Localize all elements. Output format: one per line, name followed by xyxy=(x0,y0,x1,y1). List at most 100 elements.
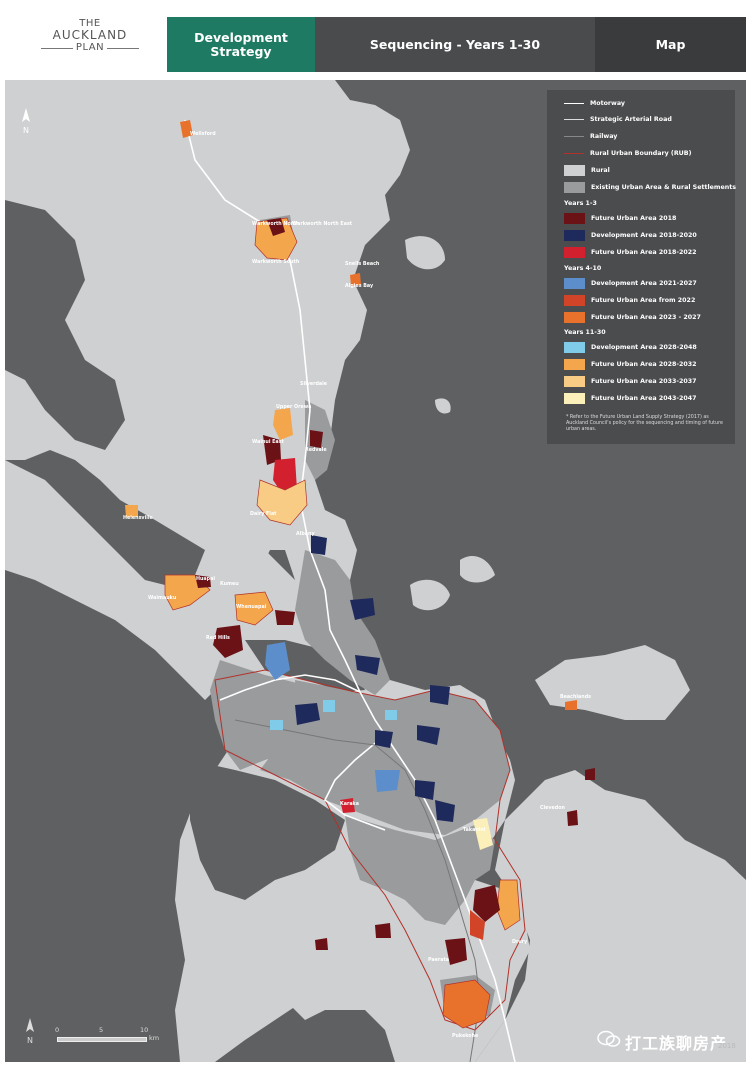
label-silverdale: Silverdale xyxy=(300,382,328,387)
island-motutapu xyxy=(460,555,495,583)
manukau-harbour xyxy=(190,760,345,900)
motorway-southwestern xyxy=(323,734,386,831)
dev-2028-2048-swatch xyxy=(564,342,585,353)
island-kawau xyxy=(405,236,445,270)
label-clevedon: Clevedon xyxy=(540,806,565,811)
motorway-northwestern xyxy=(219,674,361,701)
legend-arterial: Strategic Arterial Road xyxy=(564,113,672,126)
map-legend: Motorway Strategic Arterial Road Railway… xyxy=(547,90,736,444)
logo-line-3: PLAN xyxy=(75,42,105,53)
dev-south-1 xyxy=(415,780,435,800)
fua-2018-swatch xyxy=(564,213,585,224)
auckland-map xyxy=(5,80,746,1062)
legend-footnote: * Refer to the Future Urban Land Supply … xyxy=(566,415,723,432)
label-dairy-flat: Dairy Flat xyxy=(250,512,277,517)
fua-drury-3 xyxy=(470,910,485,940)
fua-from-2022-swatch xyxy=(564,295,585,306)
fua-clarks-beach xyxy=(315,938,328,950)
logo-rule-left xyxy=(41,48,73,49)
label-paerata: Paerata xyxy=(428,958,450,963)
legend-fua-2018-2022: Future Urban Area 2018-2022 xyxy=(564,246,697,259)
scale-tick-5: 5 xyxy=(99,1026,104,1034)
fua-wellsford xyxy=(180,120,193,138)
dev-2021-south xyxy=(375,770,400,792)
label-wainui-east: Wainui East xyxy=(252,440,284,445)
dev-central-5 xyxy=(417,725,440,745)
header: THE AUCKLAND PLAN Development Strategy S… xyxy=(0,0,756,80)
label-albany: Albany xyxy=(296,532,315,537)
dev-takapuna xyxy=(350,598,375,620)
fua-silverdale-north xyxy=(273,408,293,440)
dev-northwest xyxy=(265,642,290,680)
dev-central-4 xyxy=(375,730,393,748)
fua-clevedon-2 xyxy=(585,768,595,780)
tab-sequencing[interactable]: Sequencing - Years 1-30 xyxy=(315,17,595,72)
fua-clevedon xyxy=(567,810,578,826)
fua-redhills xyxy=(213,625,243,658)
motorway-line-swatch xyxy=(564,103,584,104)
legend-motorway: Motorway xyxy=(564,97,625,110)
fua-warkworth-north xyxy=(267,218,285,236)
north-arrow-svg: N xyxy=(22,108,30,135)
legend-dev-2028-2048: Development Area 2028-2048 xyxy=(564,341,697,354)
fua-drury-2 xyxy=(473,885,500,922)
fua-huapai xyxy=(195,575,211,588)
fua-snells xyxy=(350,273,361,286)
urban-swatch xyxy=(564,182,585,193)
label-pukekohe: Pukekohe xyxy=(452,1034,479,1039)
island-tiritiri xyxy=(435,398,451,414)
label-waimauku: Waimauku xyxy=(148,596,177,601)
label-redvale: Redvale xyxy=(305,448,327,453)
legend-section-years-1-3: Years 1-3 xyxy=(564,200,597,207)
fua-dairy-flat xyxy=(256,479,308,526)
label-wellsford: Wellsford xyxy=(190,132,216,137)
scale-bar: 0 5 10 km xyxy=(55,1026,167,1046)
fua-2018-2022-swatch xyxy=(564,247,585,258)
label-snells-beach: Snells Beach xyxy=(345,262,380,267)
north-arrow-icon: N xyxy=(16,106,36,136)
rural-land-southeast xyxy=(475,770,746,1062)
fua-paerata xyxy=(445,938,467,965)
dev-albany xyxy=(311,535,327,555)
arterial-line-swatch xyxy=(564,119,584,120)
tab-map[interactable]: Map xyxy=(595,17,746,72)
label-warkworth-north: Warkworth North xyxy=(252,222,299,227)
rural-urban-boundary xyxy=(214,669,526,1031)
fua-karaka xyxy=(340,798,355,813)
scale-unit: km xyxy=(149,1034,160,1042)
fua-takanini xyxy=(473,818,493,850)
tab-development-strategy[interactable]: Development Strategy xyxy=(167,17,315,72)
legend-railway: Railway xyxy=(564,130,617,143)
fua-2023-2027-swatch xyxy=(564,312,585,323)
label-upper-orewa: Upper Orewa xyxy=(276,405,312,410)
label-whenuapai: Whenuapai xyxy=(236,605,267,610)
north-arrow-bottom-icon: N xyxy=(20,1016,40,1046)
kaipara-harbour xyxy=(5,200,125,450)
dev-south-2 xyxy=(435,800,455,822)
label-helensville: Helensville xyxy=(123,516,153,521)
legend-fua-2023-2027: Future Urban Area 2023 - 2027 xyxy=(564,311,701,324)
label-drury: Drury xyxy=(512,940,528,945)
label-karaka: Karaka xyxy=(340,802,359,807)
legend-fua-2028-2032: Future Urban Area 2028-2032 xyxy=(564,358,697,371)
north-arrow-bottom-svg: N xyxy=(26,1018,34,1045)
north-letter-bottom: N xyxy=(27,1036,33,1045)
dev-central-3 xyxy=(295,703,320,725)
scale-bar-line xyxy=(57,1037,147,1042)
fua-beachlands xyxy=(565,700,577,710)
fua-whenuapai-2 xyxy=(275,610,295,625)
label-huapai: Huapai xyxy=(196,577,215,582)
railway-line xyxy=(234,719,481,1062)
rural-land-southwest xyxy=(175,840,305,1062)
legend-rural: Rural xyxy=(564,164,610,177)
legend-urban: Existing Urban Area & Rural Settlements xyxy=(564,181,736,194)
legend-section-years-11-30: Years 11-30 xyxy=(564,329,606,336)
urban-isthmus xyxy=(260,680,510,835)
dev-central-2 xyxy=(430,685,450,705)
motorway-northern xyxy=(184,119,361,693)
fua-2043-2047-swatch xyxy=(564,393,585,404)
auckland-plan-logo: THE AUCKLAND PLAN xyxy=(35,18,145,66)
wechat-icon xyxy=(597,1030,621,1048)
legend-rub: Rural Urban Boundary (RUB) xyxy=(564,147,691,160)
legend-dev-2018-2020: Development Area 2018-2020 xyxy=(564,229,697,242)
